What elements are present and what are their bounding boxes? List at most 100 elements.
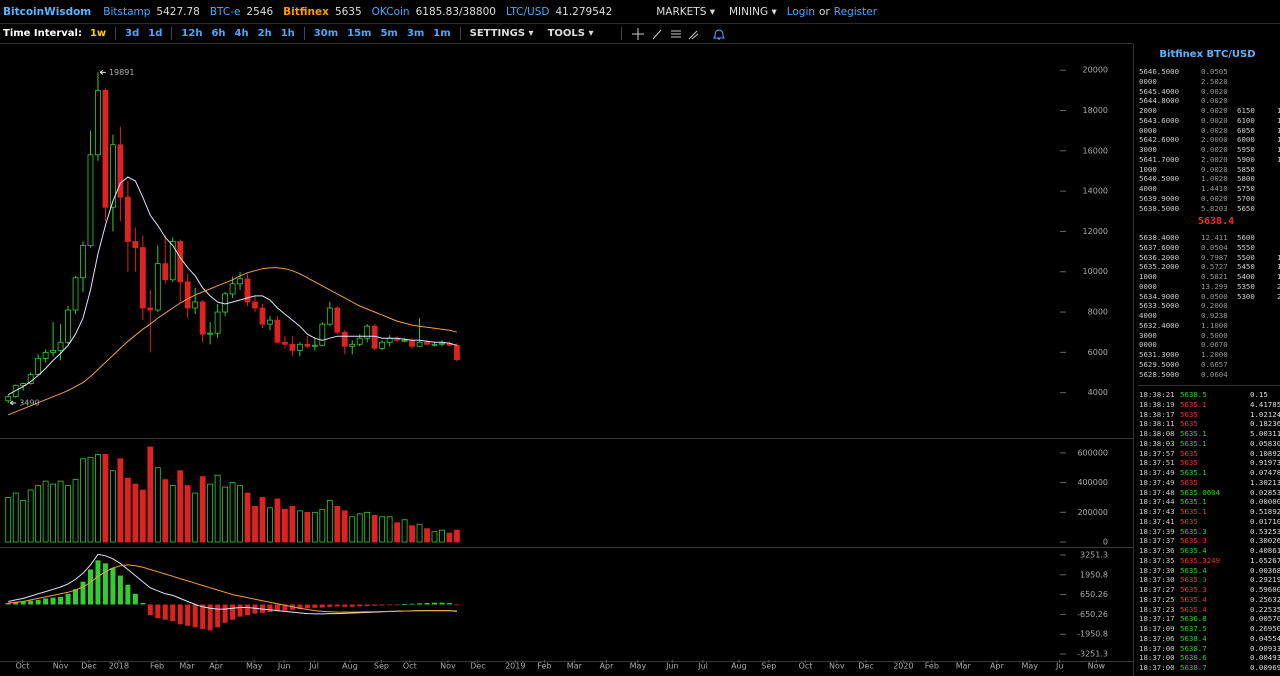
ticker-name[interactable]: LTC/USD <box>505 5 550 18</box>
volume-bar <box>199 476 206 543</box>
volume-bar <box>102 453 109 543</box>
order-book-title: Bitfinex BTC/USD <box>1159 49 1256 60</box>
trade-price: 5635.1 <box>1180 468 1207 477</box>
order-cell: 5638.5000 <box>1139 203 1180 213</box>
login-link[interactable]: Login <box>786 5 816 18</box>
candle-body <box>207 332 214 335</box>
ticker[interactable]: LTC/USD 41.279542 <box>506 6 612 18</box>
volume-bar <box>252 505 258 543</box>
order-cell: 5850 <box>1237 164 1255 174</box>
ticker[interactable]: BTC-e 2546 <box>210 6 273 18</box>
volume-bar <box>50 483 56 543</box>
volume-bar <box>259 497 266 543</box>
menus: MARKETS MINING <box>642 6 776 18</box>
brush-icon[interactable] <box>689 30 699 39</box>
interval[interactable]: 3m <box>406 28 425 39</box>
interval[interactable]: 1h <box>280 28 295 39</box>
macd-bar <box>312 604 318 608</box>
interval[interactable]: 15m <box>347 28 372 39</box>
ticker-name[interactable]: Bitfinex <box>283 5 329 18</box>
volume-bar <box>244 492 251 543</box>
trade-price: 5635 <box>1180 419 1198 429</box>
order-cell: 5645.4000 <box>1139 86 1180 96</box>
candle-body <box>439 342 445 345</box>
macd-bar <box>140 602 146 605</box>
order-cell: 3000 <box>1139 145 1157 154</box>
candle-body <box>57 341 64 351</box>
trade-price: 5635.0604 <box>1180 487 1221 497</box>
interval[interactable]: 6h <box>211 28 226 39</box>
volume-bar <box>207 483 214 543</box>
ticker[interactable]: Bitfinex 5635 <box>283 6 362 18</box>
x-tick-label: Mar <box>567 662 583 671</box>
volume-bar <box>95 453 101 543</box>
trade-amount: 0.02853 <box>1250 487 1280 497</box>
interval[interactable]: 3d <box>125 28 140 39</box>
interval[interactable]: 12h <box>181 28 203 39</box>
interval[interactable]: 1w <box>89 28 107 39</box>
order-cell: 5633.5000 <box>1139 301 1180 311</box>
lines-icon[interactable] <box>671 30 682 37</box>
x-tick-label: Dec <box>470 662 485 671</box>
candle-body <box>326 307 333 325</box>
menu[interactable]: MINING <box>729 6 777 18</box>
order-cell: 5643.6000 <box>1139 115 1180 125</box>
order-cell: 5639.9000 <box>1139 193 1180 203</box>
order-cell: 0.0020 <box>1201 106 1228 115</box>
candle-body <box>177 241 184 283</box>
volume-bar <box>117 458 124 543</box>
volume-bar <box>454 529 460 543</box>
macd-bar <box>334 604 340 607</box>
ticker-name[interactable]: Bitstamp <box>103 5 151 18</box>
trade-price: 5635 <box>1180 458 1198 468</box>
line-icon[interactable] <box>653 29 662 39</box>
volume-bar <box>424 528 430 543</box>
candle-body <box>132 241 139 248</box>
order-cell: 0.0020 <box>1201 125 1228 135</box>
draw-tools <box>632 27 726 40</box>
ticker-name[interactable]: OKCoin <box>371 5 410 18</box>
volume-bar <box>326 500 333 543</box>
ticker[interactable]: OKCoin 6185.83/38800 <box>372 6 496 18</box>
x-tick-label: May <box>1022 662 1039 671</box>
trade-time: 18:37:06 <box>1139 633 1175 643</box>
interval[interactable]: 5m <box>380 28 398 39</box>
interval[interactable]: 4h <box>234 28 249 39</box>
macd-bar <box>155 604 161 619</box>
trade-amount: 0.59600 <box>1250 585 1280 594</box>
trade-price: 5638.7 <box>1180 663 1207 672</box>
interval[interactable]: 30m <box>313 28 339 39</box>
brand[interactable]: BitcoinWisdom <box>3 5 92 18</box>
alert-icon[interactable] <box>713 28 726 39</box>
trade-amount: 5.00311 <box>1250 429 1280 438</box>
macd-bar <box>162 604 168 620</box>
trade-price: 5635.1 <box>1180 507 1207 516</box>
volume-bar <box>416 523 423 543</box>
register-link[interactable]: Register <box>833 5 878 18</box>
y-tick-label: 18000 <box>1083 106 1108 115</box>
trade-price: 5638.6 <box>1180 653 1207 663</box>
settings-menu[interactable]: SETTINGS <box>470 28 534 39</box>
interval[interactable]: 2h <box>257 28 272 39</box>
order-cell: 5500 <box>1237 252 1255 262</box>
ticker-name[interactable]: BTC-e <box>209 5 241 18</box>
ticker[interactable]: Bitstamp 5427.78 <box>103 6 200 18</box>
y-tick-label: 12000 <box>1083 227 1108 236</box>
candle-body <box>72 277 79 311</box>
macd-bar <box>170 604 176 622</box>
tools-menu[interactable]: TOOLS <box>548 28 594 39</box>
trade-price: 5635.4 <box>1180 604 1207 614</box>
candle-body <box>371 325 378 349</box>
candle-body <box>416 341 423 347</box>
x-tick-label: Mar <box>179 662 195 671</box>
order-cell: 5650 <box>1237 203 1255 213</box>
interval[interactable]: 1m <box>433 28 451 39</box>
charts: 4000 6000 8000 10000 12000 14000 16000 18000 200… <box>0 66 1133 671</box>
interval[interactable]: 1d <box>148 28 163 39</box>
macd-bar <box>177 604 183 625</box>
trade-amount: 0.04554 <box>1250 633 1280 643</box>
macd-bar <box>110 567 116 605</box>
crosshair-icon[interactable] <box>632 27 645 40</box>
ticker-price: 6185.83/38800 <box>415 5 496 18</box>
menu[interactable]: MARKETS <box>656 6 715 18</box>
